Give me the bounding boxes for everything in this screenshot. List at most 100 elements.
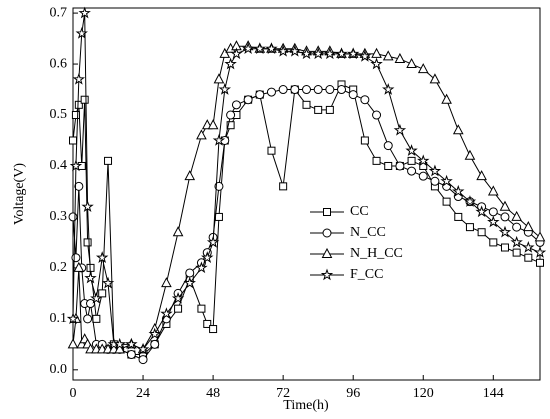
data-point [66,312,80,325]
data-point [441,93,452,104]
data-point [487,215,500,228]
data-point [226,121,235,130]
data-point [196,129,207,140]
data-point [160,307,173,320]
data-point [69,136,77,145]
data-point [314,105,323,114]
data-point [360,136,369,145]
data-point [313,85,323,95]
data-point [325,105,334,114]
x-tick-label: 0 [70,386,77,401]
x-tick-label: 48 [206,386,220,401]
legend-label: N_H_CC [350,246,403,261]
data-point [407,156,416,165]
x-axis-label: Time(h) [283,398,329,413]
data-point [405,144,418,156]
data-point [68,212,78,222]
x-tick-label: 24 [136,386,150,401]
data-point [428,164,442,177]
data-point [195,261,208,274]
data-point [71,111,80,120]
data-point [213,73,225,84]
data-point [524,253,533,262]
data-point [346,47,360,60]
data-point [69,159,83,172]
data-point [267,146,276,155]
y-tick-label: 0.1 [50,311,68,326]
data-point [201,251,214,263]
data-point [488,207,498,217]
data-point [498,225,512,238]
data-point [75,26,88,39]
data-point [114,343,126,354]
data-point [83,314,93,324]
data-point [464,149,476,160]
y-tick-label: 0.3 [50,209,68,224]
data-point [95,251,109,263]
data-point [197,304,206,313]
data-point [184,170,196,181]
data-point [279,182,288,191]
y-tick-label: 0.0 [50,362,68,377]
data-point [323,47,337,60]
data-point [230,47,243,60]
y-tick-label: 0.7 [50,5,68,20]
data-point [395,161,405,171]
data-point [337,85,347,95]
x-tick-label: 144 [483,386,504,401]
series-line [72,13,541,351]
data-point [384,161,393,170]
legend-marker [322,228,332,238]
data-point [348,90,358,100]
y-tick-label: 0.6 [50,56,68,71]
data-point [73,261,85,272]
data-point [335,47,348,60]
data-point [207,119,219,130]
data-point [136,342,150,355]
legend-marker [323,208,331,216]
data-point [417,154,430,167]
data-point [476,170,487,181]
data-point [465,223,474,232]
data-point [203,319,212,328]
data-point [80,95,89,104]
data-point [512,222,522,232]
data-point [489,238,498,247]
data-point [266,87,276,97]
y-tick-label: 0.5 [50,107,68,122]
data-point [125,337,138,350]
data-point [126,350,136,360]
data-point [429,73,441,84]
data-point [440,174,453,187]
data-point [90,291,103,304]
data-point [265,42,278,55]
data-point [71,253,81,263]
data-point [278,85,288,95]
data-point [500,212,510,222]
data-point [214,181,224,191]
data-point [243,95,253,105]
data-point [212,133,226,146]
data-point [500,243,509,252]
data-point [382,83,395,95]
legend-marker [321,247,333,258]
data-point [300,47,313,60]
data-point [219,47,231,58]
data-point [150,339,160,349]
data-point [92,314,101,323]
data-point [206,235,220,248]
data-point [255,90,265,100]
legend-label: CC [350,204,369,219]
data-point [522,240,535,253]
data-point [325,85,335,95]
legend-marker [320,268,334,281]
data-point [463,195,477,207]
data-point [241,42,255,55]
data-point [74,181,84,191]
data-point [78,6,91,19]
data-point [302,85,311,95]
data-point [371,47,382,58]
data-point [360,95,370,105]
data-point [430,176,440,186]
